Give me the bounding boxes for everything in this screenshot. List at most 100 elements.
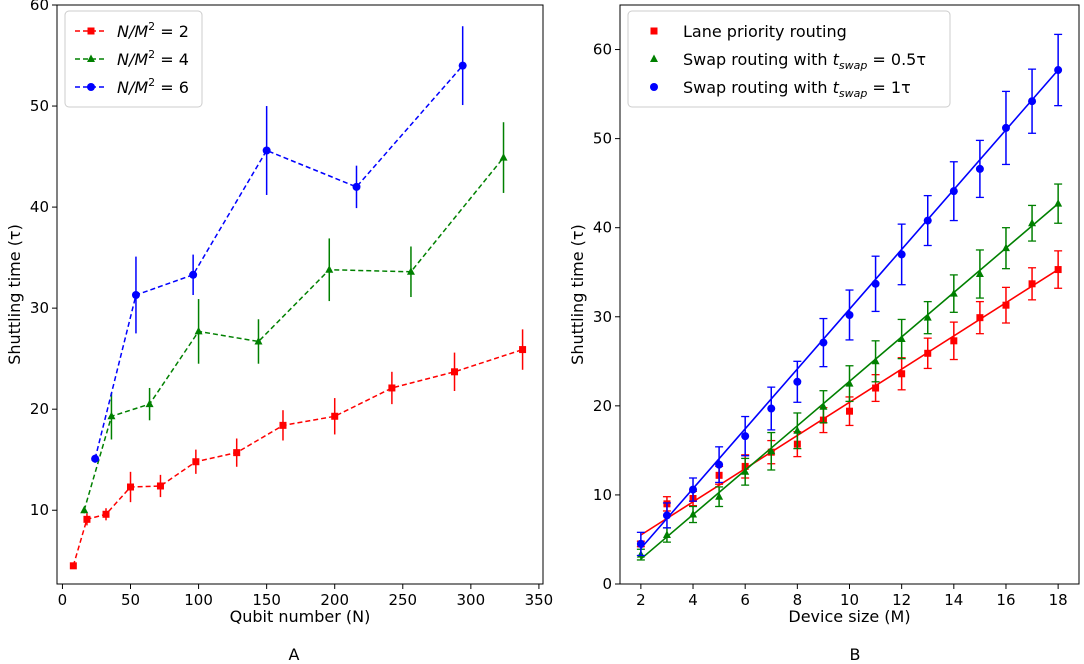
data-point (897, 250, 906, 259)
data-point (519, 346, 527, 354)
x-tick-label: 2 (636, 591, 646, 609)
x-tick-label: 200 (320, 591, 349, 609)
data-point (636, 539, 645, 548)
data-point (1028, 97, 1037, 106)
legend-marker (87, 54, 95, 62)
series-3 (91, 26, 467, 463)
data-point (1054, 266, 1062, 274)
data-point (69, 562, 77, 570)
data-point (1001, 123, 1010, 132)
y-axis-label: Shuttling time (τ) (5, 224, 24, 365)
legend-marker (650, 54, 658, 62)
legend-marker (87, 27, 95, 35)
legend-box (627, 10, 951, 108)
y-tick-label: 0 (602, 575, 612, 593)
data-point (331, 412, 339, 420)
x-axis-label: Qubit number (N) (230, 607, 371, 626)
data-point (194, 326, 203, 335)
legend-item-2: Swap routing with tswap = 0.5τ (650, 50, 926, 72)
x-tick-label: 50 (121, 591, 140, 609)
y-tick-label: 10 (593, 486, 612, 504)
data-point (950, 337, 958, 345)
data-point (923, 216, 932, 225)
data-point (715, 492, 724, 500)
data-point (871, 356, 880, 365)
y-tick-label: 60 (30, 0, 49, 14)
data-point (91, 454, 100, 463)
x-tick-label: 16 (996, 591, 1015, 609)
data-point (898, 370, 906, 378)
data-point (845, 379, 854, 387)
legend-label: Lane priority routing (683, 22, 847, 41)
data-point (689, 485, 698, 494)
y-tick-label: 20 (30, 400, 49, 418)
data-point (1028, 218, 1037, 227)
legend-box (64, 10, 203, 108)
data-point (458, 61, 467, 70)
data-point (949, 289, 958, 297)
data-point (1002, 301, 1010, 309)
data-point (793, 377, 802, 386)
y-tick-label: 30 (593, 308, 612, 326)
data-point (872, 384, 880, 392)
legend-marker (87, 83, 95, 91)
data-point (846, 407, 853, 415)
data-point (1001, 243, 1010, 252)
data-point (145, 399, 154, 408)
legend-item-2: N/M2 = 4 (75, 48, 189, 69)
legend-label: N/M2 = 2 (117, 20, 189, 41)
legend-item-1: Lane priority routing (650, 22, 847, 41)
data-point (1054, 66, 1063, 75)
legend-item-3: Swap routing with tswap = 1τ (650, 78, 911, 100)
y-tick-label: 10 (30, 501, 49, 519)
data-point (767, 404, 776, 413)
y-tick-label: 40 (30, 198, 49, 216)
panel-label: A (289, 645, 300, 664)
data-point (741, 432, 750, 441)
panel-a: 0 50 100 150 200 250 300 350 10 20 30 40 50 60 Qubit n… (5, 0, 553, 664)
data-point (949, 187, 958, 196)
data-point (1054, 199, 1063, 207)
x-tick-label: 350 (525, 591, 554, 609)
x-tick-label: 6 (740, 591, 750, 609)
panel-b: 2 4 6 8 10 12 14 16 18 0 10 20 30 40 50 60 Device size (… (568, 4, 1080, 664)
legend: Lane priority routing Swap routing with t… (627, 10, 951, 108)
data-point (845, 310, 854, 319)
x-tick-label: 14 (944, 591, 963, 609)
data-point (388, 384, 396, 392)
x-tick-label: 18 (1049, 591, 1068, 609)
y-tick-label: 20 (593, 397, 612, 415)
data-point (689, 510, 698, 518)
y-tick-label: 50 (593, 130, 612, 148)
data-point (233, 449, 241, 457)
x-tick-label: 150 (252, 591, 281, 609)
series-3 (636, 33, 1063, 557)
x-axis-label: Device size (M) (788, 607, 910, 626)
x-tick-label: 300 (457, 591, 486, 609)
series-2 (636, 183, 1063, 561)
y-tick-label: 50 (30, 97, 49, 115)
data-point (975, 269, 984, 278)
data-point (871, 279, 880, 288)
data-point (819, 402, 828, 410)
data-point (976, 314, 984, 322)
series-line (94, 65, 464, 459)
legend-item-1: N/M2 = 2 (75, 20, 189, 41)
data-point (741, 467, 750, 475)
panel-label: B (850, 645, 861, 664)
x-tick-label: 4 (688, 591, 698, 609)
data-point (767, 446, 776, 455)
legend-label: N/M2 = 4 (117, 48, 189, 69)
y-tick-label: 60 (593, 41, 612, 59)
y-tick-label: 40 (593, 219, 612, 237)
data-point (499, 153, 508, 161)
data-point (662, 511, 671, 520)
x-tick-label: 12 (892, 591, 911, 609)
data-point (325, 265, 334, 273)
data-point (451, 368, 459, 376)
data-point (924, 349, 932, 357)
y-axis-label: Shuttling time (τ) (568, 224, 587, 365)
data-point (279, 421, 287, 429)
legend-label: Swap routing with tswap = 0.5τ (683, 50, 926, 72)
